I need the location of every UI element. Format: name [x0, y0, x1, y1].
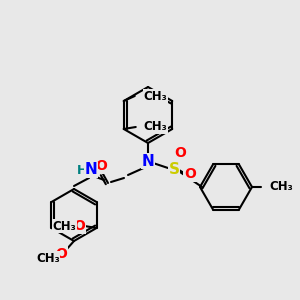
- Text: CH₃: CH₃: [144, 121, 167, 134]
- Text: S: S: [169, 161, 179, 176]
- Text: H: H: [77, 164, 87, 176]
- Text: CH₃: CH₃: [36, 251, 60, 265]
- Text: O: O: [184, 167, 196, 181]
- Text: CH₃: CH₃: [144, 89, 167, 103]
- Text: CH₃: CH₃: [269, 181, 293, 194]
- Text: O: O: [55, 247, 67, 261]
- Text: N: N: [142, 154, 154, 169]
- Text: CH₃: CH₃: [52, 220, 76, 232]
- Text: O: O: [74, 219, 86, 233]
- Text: N: N: [85, 163, 98, 178]
- Text: O: O: [174, 146, 186, 160]
- Text: O: O: [95, 159, 107, 173]
